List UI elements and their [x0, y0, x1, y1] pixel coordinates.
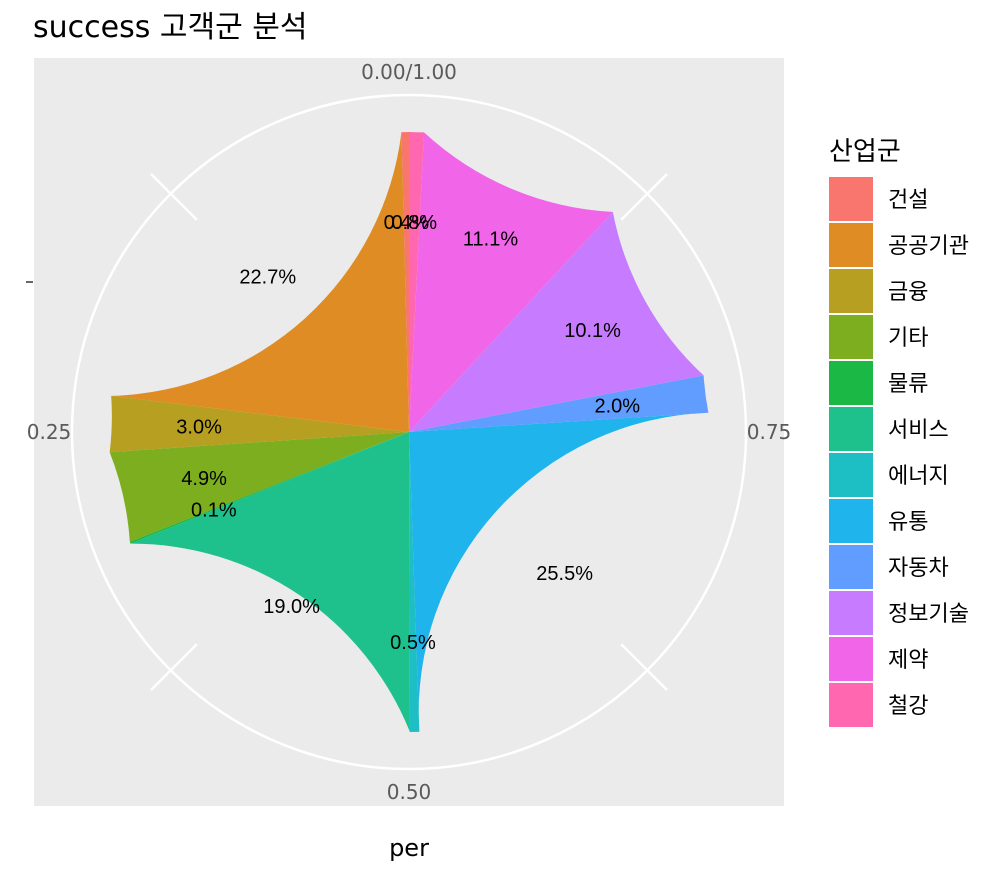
pie-slice — [130, 432, 410, 732]
grid-spoke — [150, 643, 198, 691]
pie-slice — [109, 432, 409, 542]
slice-data-label: 0.1% — [191, 500, 237, 522]
legend-swatch — [829, 591, 873, 635]
slice-data-label: 2.0% — [595, 395, 641, 417]
legend-swatch — [829, 499, 873, 543]
legend-swatch — [829, 407, 873, 451]
legend-label: 금융 — [888, 280, 928, 305]
pie-slice — [409, 432, 420, 732]
legend-label: 건설 — [888, 188, 928, 213]
x-axis-title: per — [389, 834, 429, 862]
slice-data-label: 4.9% — [181, 468, 227, 490]
angle-tick-label: 0.00/1.00 — [361, 60, 457, 84]
slice-data-label: 10.1% — [564, 320, 621, 342]
legend-swatch — [829, 315, 873, 359]
legend-swatch — [829, 453, 873, 497]
polar-grid — [70, 93, 748, 771]
legend-title: 산업군 — [829, 137, 901, 167]
slice-data-label: 0.4% — [384, 212, 430, 234]
pie-slice — [409, 132, 425, 432]
legend-label: 서비스 — [888, 418, 949, 443]
legend-swatch — [829, 223, 873, 267]
legend-label: 기타 — [888, 326, 928, 351]
legend-label: 물류 — [888, 372, 928, 397]
pie-slice — [129, 432, 409, 544]
pie-slice — [409, 412, 709, 732]
y-axis-title: x — [0, 426, 6, 440]
pie-slices — [109, 132, 709, 732]
grid-spoke — [620, 173, 668, 221]
pie-slice — [409, 211, 704, 432]
angle-tick-labels: 0.00/1.00 0.25 0.50 0.75 — [27, 60, 792, 804]
slice-data-label: 0.8% — [391, 212, 437, 234]
legend-label: 제약 — [888, 648, 928, 673]
legend-swatch — [829, 683, 873, 727]
grid-circle — [70, 93, 748, 771]
slice-data-labels: 0.4% 22.7% 3.0% 4.9% 0.1% 19.0% 0.5% 25.5% 2.0% 1… — [176, 212, 640, 654]
pie-slice — [401, 132, 409, 432]
legend-label: 철강 — [888, 694, 928, 719]
slice-data-label: 11.1% — [463, 228, 518, 250]
pie-slice — [409, 132, 613, 432]
slice-data-label: 0.5% — [390, 632, 436, 654]
legend-label: 에너지 — [888, 464, 949, 489]
pie-slice — [111, 132, 409, 433]
pie-slice — [109, 395, 409, 453]
legend-label: 유통 — [888, 510, 928, 535]
chart-title: success 고객군 분석 — [33, 10, 307, 45]
angle-tick-label: 0.75 — [747, 420, 792, 444]
legend-swatch — [829, 637, 873, 681]
legend-swatch — [829, 177, 873, 221]
legend-label: 자동차 — [888, 556, 949, 581]
slice-data-label: 3.0% — [176, 416, 222, 438]
legend-label: 정보기술 — [888, 602, 969, 627]
slice-data-label: 22.7% — [239, 267, 296, 289]
legend-swatch — [829, 361, 873, 405]
angle-tick-label: 0.25 — [27, 420, 72, 444]
angle-tick-label: 0.50 — [387, 780, 432, 804]
legend-swatch — [829, 545, 873, 589]
slice-data-label: 25.5% — [536, 563, 593, 585]
grid-spoke — [150, 173, 198, 221]
pie-slice — [409, 375, 709, 432]
legend-label: 공공기관 — [888, 234, 969, 259]
legend-swatch — [829, 269, 873, 313]
slice-data-label: 19.0% — [263, 596, 320, 618]
grid-spoke — [620, 643, 668, 691]
